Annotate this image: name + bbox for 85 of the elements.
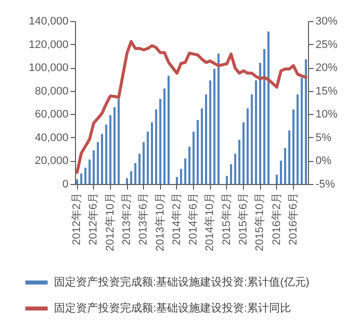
bar	[284, 148, 286, 184]
x-tick-label: 2014年6月	[188, 192, 200, 246]
bar	[263, 48, 266, 184]
y-tick-label: 100,000	[28, 62, 68, 74]
y-tick-label: 0	[62, 178, 68, 190]
y2-tick-label: 0%	[316, 155, 332, 168]
bar	[242, 122, 245, 184]
x-tick-label: 2012年10月	[104, 192, 116, 252]
y-tick-label: 120,000	[28, 38, 68, 51]
bar	[230, 164, 232, 184]
bar	[88, 160, 91, 184]
bar	[80, 174, 82, 184]
x-tick-label: 2014年2月	[170, 192, 183, 246]
bar	[246, 108, 249, 184]
bar	[180, 168, 182, 184]
bar	[205, 94, 208, 184]
bar	[159, 99, 162, 184]
bar	[101, 134, 104, 184]
bar	[105, 124, 108, 184]
bar	[168, 76, 170, 184]
bar	[209, 80, 212, 184]
bar	[113, 107, 116, 184]
x-tick-label: 2016年2月	[270, 192, 283, 246]
bar	[76, 179, 78, 184]
y-tick-label: 140,000	[28, 16, 68, 28]
bar	[218, 54, 220, 184]
bar	[130, 171, 132, 184]
bar	[184, 158, 186, 184]
bar	[234, 154, 236, 184]
bar	[146, 132, 149, 184]
bar	[304, 59, 307, 184]
line-series	[76, 40, 308, 174]
bar	[226, 176, 228, 184]
x-tick-label: 2015年10月	[254, 192, 266, 252]
y-tick-label: 40,000	[34, 132, 68, 144]
bar	[109, 115, 112, 184]
bar	[254, 80, 258, 184]
bar	[267, 31, 270, 184]
y-tick-label: 60,000	[34, 108, 68, 121]
x-tick-label: 2016年6月	[287, 192, 300, 246]
bar	[200, 108, 203, 184]
y-tick-label: 80,000	[34, 85, 68, 98]
x-tick-label: 2015年2月	[220, 192, 233, 246]
y2-tick-label: -5%	[316, 178, 336, 190]
x-tick-label: 2014年10月	[204, 192, 216, 252]
bar	[300, 78, 303, 184]
bar	[196, 120, 199, 184]
bar	[188, 146, 190, 184]
bar	[84, 168, 86, 184]
bar	[142, 142, 145, 184]
bar	[238, 140, 240, 184]
bar	[150, 122, 154, 184]
legend-label: 固定资产投资完成额:基础设施建设投资:累计值(亿元)	[54, 276, 310, 288]
y2-tick-label: 10%	[316, 108, 338, 121]
bar	[292, 109, 294, 184]
bar	[250, 94, 253, 184]
bar	[96, 142, 99, 184]
x-tick-label: 2015年6月	[238, 192, 250, 246]
bar	[126, 178, 128, 184]
legend-label: 固定资产投资完成额:基础设施建设投资:累计同比	[54, 302, 292, 314]
x-tick-label: 2013年10月	[154, 192, 166, 252]
bar	[296, 94, 299, 184]
bar	[176, 177, 178, 184]
bar	[138, 154, 141, 184]
x-tick-label: 2013年6月	[138, 192, 150, 246]
bar	[259, 62, 262, 184]
y2-tick-label: 25%	[316, 38, 338, 51]
bar	[192, 132, 195, 184]
bar	[134, 163, 136, 184]
x-tick-label: 2012年6月	[88, 192, 100, 246]
y-tick-label: 20,000	[34, 155, 68, 168]
bar	[280, 160, 282, 184]
bar	[155, 109, 158, 184]
bar	[163, 88, 166, 184]
bar	[276, 174, 278, 184]
y2-tick-label: 20%	[316, 62, 338, 74]
bar	[92, 150, 95, 184]
bar	[288, 130, 290, 184]
bar	[118, 99, 120, 184]
y2-tick-label: 15%	[316, 85, 338, 98]
x-tick-label: 2013年2月	[121, 192, 134, 246]
bar	[213, 68, 216, 184]
y2-tick-label: 5%	[316, 132, 332, 144]
y2-tick-label: 30%	[316, 16, 338, 28]
x-tick-label: 2012年2月	[71, 192, 84, 246]
